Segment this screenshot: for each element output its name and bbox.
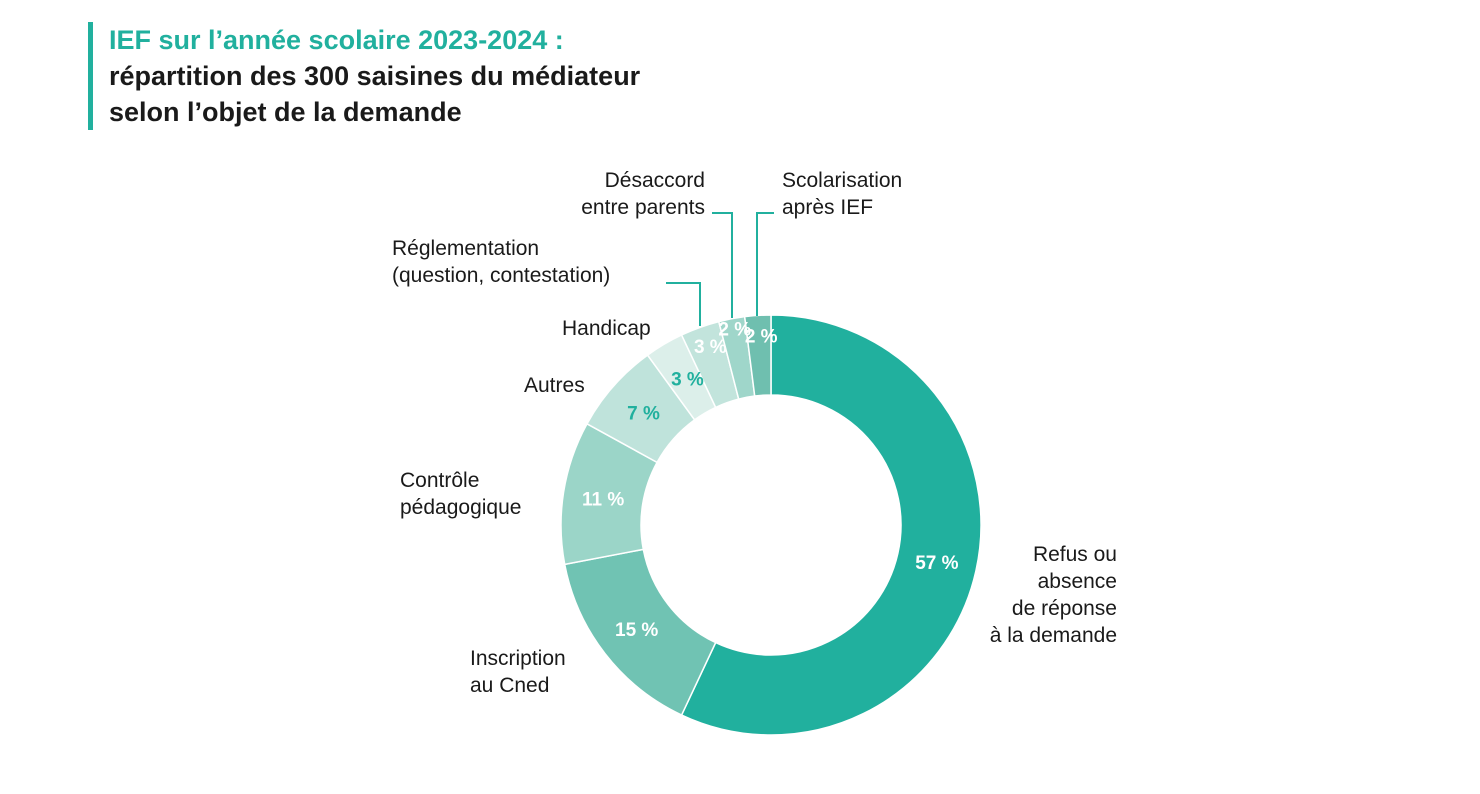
- value-label-autres: 7 %: [627, 404, 660, 425]
- category-label-handicap: Handicap: [562, 317, 651, 340]
- leader-line-scolarisation-apres-ief: [756, 212, 774, 316]
- chart-title: IEF sur l’année scolaire 2023-2024 :: [109, 25, 564, 55]
- category-label-controle-pedagogique: Contrôle pédagogique: [400, 469, 521, 519]
- value-label-inscription-au-cned: 15 %: [615, 620, 658, 641]
- slice-refus-ou-absence-de-reponse-a-la-demande: [680, 314, 982, 736]
- value-label-reglementation-question-contestation: 3 %: [694, 337, 727, 358]
- category-label-inscription-au-cned: Inscription au Cned: [470, 647, 566, 697]
- category-label-refus-ou-absence-de-reponse-a-la-demande: Refus ou absence de réponse à la demande: [990, 543, 1117, 647]
- category-label-autres: Autres: [524, 374, 585, 397]
- chart-title-block: IEF sur l’année scolaire 2023-2024 : rép…: [88, 22, 640, 130]
- category-label-reglementation-question-contestation: Réglementation (question, contestation): [392, 237, 610, 287]
- value-label-refus-ou-absence-de-reponse-a-la-demande: 57 %: [915, 553, 958, 574]
- value-label-scolarisation-apres-ief: 2 %: [745, 326, 778, 347]
- category-label-desaccord-entre-parents: Désaccord entre parents: [581, 169, 705, 219]
- chart-subtitle-line-1: répartition des 300 saisines du médiateu…: [109, 61, 641, 91]
- leader-line-reglementation-question-contestation: [666, 282, 701, 326]
- leader-line-desaccord-entre-parents: [712, 212, 733, 318]
- value-label-controle-pedagogique: 11 %: [582, 489, 624, 510]
- category-label-scolarisation-apres-ief: Scolarisation après IEF: [782, 169, 902, 219]
- value-label-desaccord-entre-parents: 2 %: [718, 319, 751, 340]
- chart-subtitle-line-2: selon l’objet de la demande: [109, 97, 462, 127]
- slice-scolarisation-apres-ief: [743, 314, 772, 397]
- value-label-handicap: 3 %: [671, 370, 704, 391]
